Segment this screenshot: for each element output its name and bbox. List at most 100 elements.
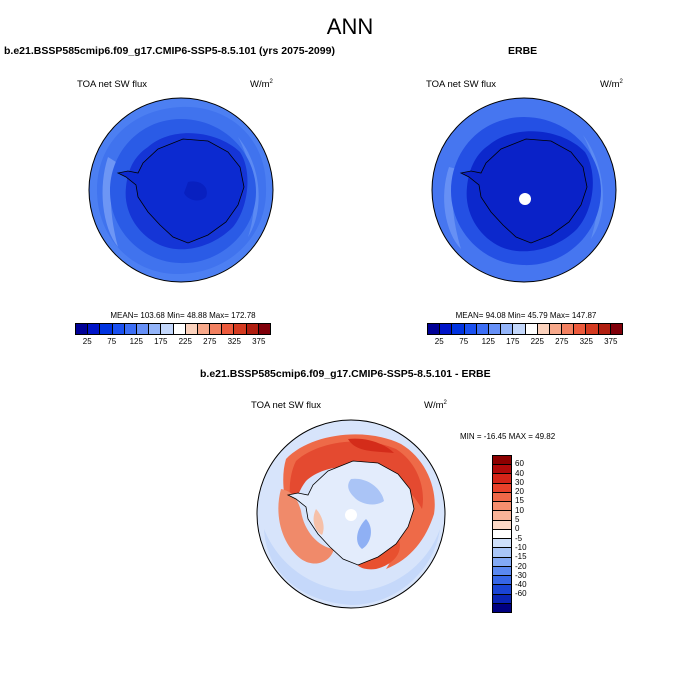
colorbar-swatch xyxy=(76,324,89,334)
colorbar-tick-label: 0 xyxy=(515,524,520,534)
colorbar-tick-label: 15 xyxy=(515,496,524,506)
colorbar-swatch xyxy=(562,324,575,334)
obs-colorbar xyxy=(427,323,623,335)
colorbar-swatch xyxy=(493,566,511,577)
colorbar-swatch xyxy=(136,324,150,334)
colorbar-tick-label: 125 xyxy=(129,337,143,346)
colorbar-tick-label: 225 xyxy=(178,337,192,346)
colorbar-tick-label: 175 xyxy=(506,337,520,346)
colorbar-tick-label: -20 xyxy=(515,561,527,571)
colorbar-tick-label: 225 xyxy=(530,337,544,346)
colorbar-tick-label: -60 xyxy=(515,589,527,599)
diff-panel-title: b.e21.BSSP585cmip6.f09_g17.CMIP6-SSP5-8.… xyxy=(200,368,491,380)
colorbar-tick-label: 5 xyxy=(515,515,520,525)
colorbar-swatch xyxy=(149,324,162,334)
colorbar-tick-label: 25 xyxy=(434,337,444,346)
colorbar-swatch xyxy=(537,324,550,334)
obs-polar-hole xyxy=(519,193,531,205)
colorbar-tick-label: -40 xyxy=(515,580,527,590)
colorbar-swatch xyxy=(100,324,113,334)
colorbar-swatch xyxy=(197,324,211,334)
colorbar-tick-label: 75 xyxy=(107,337,117,346)
colorbar-tick-label: -30 xyxy=(515,570,527,580)
colorbar-swatch xyxy=(173,324,186,334)
colorbar-tick-label: 20 xyxy=(515,487,524,497)
colorbar-swatch xyxy=(440,324,453,334)
obs-stats: MEAN= 94.08 Min= 45.79 Max= 147.87 xyxy=(455,311,597,320)
model-polar-map xyxy=(88,97,274,283)
colorbar-swatch xyxy=(493,548,511,558)
colorbar-tick-label: 275 xyxy=(203,337,217,346)
colorbar-tick-label: 175 xyxy=(154,337,168,346)
colorbar-swatch xyxy=(525,324,538,334)
colorbar-swatch xyxy=(210,324,223,334)
colorbar-swatch xyxy=(493,529,511,540)
model-stats: MEAN= 103.68 Min= 48.88 Max= 172.78 xyxy=(110,311,256,320)
colorbar-tick-label: 375 xyxy=(604,337,618,346)
model-antarctica-outline xyxy=(116,138,245,244)
colorbar-swatch xyxy=(493,539,511,549)
colorbar-tick-label: 60 xyxy=(515,459,524,469)
colorbar-swatch xyxy=(493,520,511,530)
colorbar-tick-label: -5 xyxy=(515,533,523,543)
colorbar-swatch xyxy=(586,324,599,334)
colorbar-swatch xyxy=(234,324,247,334)
colorbar-swatch xyxy=(452,324,465,334)
model-colorbar xyxy=(75,323,271,335)
colorbar-swatch xyxy=(493,585,511,595)
colorbar-swatch xyxy=(598,324,611,334)
colorbar-swatch xyxy=(493,557,511,567)
colorbar-swatch xyxy=(428,324,441,334)
diff-polar-hole xyxy=(345,509,357,521)
obs-polar-map xyxy=(431,97,617,283)
colorbar-tick-label: 125 xyxy=(481,337,495,346)
obs-panel-title: ERBE xyxy=(508,45,538,57)
colorbar-tick-label: 325 xyxy=(579,337,593,346)
colorbar-swatch xyxy=(258,324,270,334)
colorbar-swatch xyxy=(464,324,477,334)
colorbar-swatch xyxy=(610,324,622,334)
colorbar-swatch xyxy=(493,502,511,512)
colorbar-swatch xyxy=(488,324,502,334)
diff-colorbar-ticks: 60 40 30 20 15 10 5 0 -5 -10 -15 -20 -30 -40 -60 xyxy=(515,455,555,613)
colorbar-swatch xyxy=(161,324,174,334)
colorbar-tick-label: 275 xyxy=(555,337,569,346)
obs-units-label: W/m2 xyxy=(600,79,623,91)
colorbar-swatch xyxy=(493,456,511,466)
colorbar-swatch xyxy=(476,324,489,334)
colorbar-swatch xyxy=(501,324,514,334)
colorbar-tick-label: 40 xyxy=(515,468,524,478)
diff-variable-label: TOA net SW flux xyxy=(251,400,322,411)
colorbar-swatch xyxy=(493,465,511,475)
colorbar-swatch xyxy=(493,492,511,503)
colorbar-swatch xyxy=(222,324,235,334)
colorbar-swatch xyxy=(493,594,511,604)
diff-stats: MIN = -16.45 MAX = 49.82 xyxy=(460,432,556,441)
obs-variable-label: TOA net SW flux xyxy=(426,79,497,90)
diff-polar-map xyxy=(256,419,446,609)
colorbar-tick-label: -15 xyxy=(515,552,527,562)
diff-units-label: W/m2 xyxy=(424,400,447,412)
colorbar-swatch xyxy=(493,474,511,484)
colorbar-swatch xyxy=(185,324,198,334)
colorbar-swatch xyxy=(246,324,259,334)
colorbar-tick-label: 325 xyxy=(227,337,241,346)
diff-colorbar xyxy=(492,455,512,613)
colorbar-tick-label: 75 xyxy=(459,337,469,346)
main-title: ANN xyxy=(326,14,374,39)
colorbar-tick-label: -10 xyxy=(515,542,527,552)
colorbar-swatch xyxy=(493,483,511,493)
model-units-label: W/m2 xyxy=(250,79,273,91)
model-panel-title: b.e21.BSSP585cmip6.f09_g17.CMIP6-SSP5-8.… xyxy=(4,45,335,57)
colorbar-swatch xyxy=(112,324,125,334)
colorbar-swatch xyxy=(549,324,563,334)
colorbar-swatch xyxy=(513,324,526,334)
colorbar-tick-label: 375 xyxy=(252,337,266,346)
model-variable-label: TOA net SW flux xyxy=(77,79,148,90)
colorbar-swatch xyxy=(493,511,511,521)
colorbar-swatch xyxy=(493,576,511,586)
colorbar-swatch xyxy=(88,324,101,334)
obs-antarctica-outline xyxy=(459,138,588,244)
colorbar-swatch xyxy=(574,324,587,334)
colorbar-tick-label: 10 xyxy=(515,505,524,515)
